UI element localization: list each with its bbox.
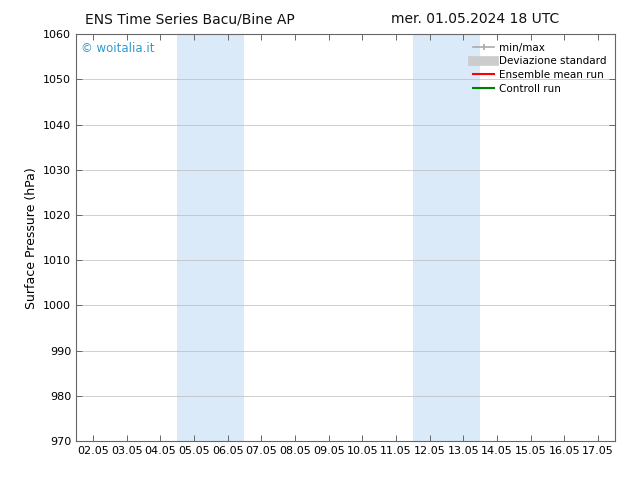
Bar	[177, 34, 245, 441]
Text: © woitalia.it: © woitalia.it	[81, 43, 155, 55]
Legend: min/max, Deviazione standard, Ensemble mean run, Controll run: min/max, Deviazione standard, Ensemble m…	[470, 40, 610, 97]
Y-axis label: Surface Pressure (hPa): Surface Pressure (hPa)	[25, 167, 37, 309]
Text: ENS Time Series Bacu/Bine AP: ENS Time Series Bacu/Bine AP	[86, 12, 295, 26]
Text: mer. 01.05.2024 18 UTC: mer. 01.05.2024 18 UTC	[391, 12, 560, 26]
Bar	[413, 34, 481, 441]
